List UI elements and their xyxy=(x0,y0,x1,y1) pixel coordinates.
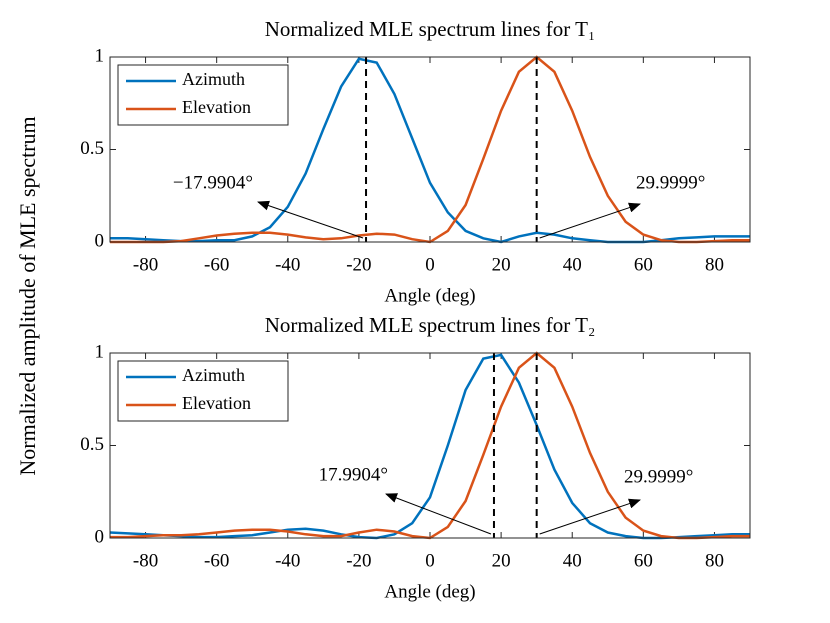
y-tick-label: 0 xyxy=(95,526,105,547)
x-tick-label: 20 xyxy=(492,254,511,275)
x-tick-label: 20 xyxy=(492,550,511,571)
x-tick-label: 80 xyxy=(705,254,724,275)
x-tick-label: 60 xyxy=(634,254,653,275)
x-tick-label: -20 xyxy=(346,254,371,275)
x-tick-label: 40 xyxy=(563,550,582,571)
x-tick-label: -20 xyxy=(346,550,371,571)
annotation: 17.9904° xyxy=(319,464,388,485)
x-tick-label: 40 xyxy=(563,254,582,275)
legend-label: Azimuth xyxy=(182,69,245,89)
annotation: 29.9999° xyxy=(636,172,705,193)
y-tick-label: 1 xyxy=(95,45,105,66)
x-tick-label: -40 xyxy=(275,254,300,275)
legend-label: Azimuth xyxy=(182,365,245,385)
x-axis-label: Angle (deg) xyxy=(384,285,475,306)
x-tick-label: -80 xyxy=(133,254,158,275)
annotation: −17.9904° xyxy=(173,172,253,193)
annotation: 29.9999° xyxy=(624,466,693,487)
x-tick-label: 80 xyxy=(705,550,724,571)
y-tick-label: 0 xyxy=(95,230,105,251)
y-tick-label: 0.5 xyxy=(80,434,104,455)
x-axis-label: Angle (deg) xyxy=(384,581,475,602)
annotation-arrow xyxy=(385,493,492,535)
x-tick-label: 60 xyxy=(634,550,653,571)
legend-box xyxy=(117,360,289,422)
annotation-arrow xyxy=(539,202,641,239)
x-tick-label: -40 xyxy=(275,550,300,571)
legend-label: Elevation xyxy=(182,97,251,117)
axes-box xyxy=(109,352,751,539)
annotation-arrow xyxy=(539,498,641,535)
x-tick-label: 0 xyxy=(425,254,435,275)
legend-box xyxy=(117,64,289,126)
axes-box xyxy=(109,56,751,243)
y-tick-label: 1 xyxy=(95,341,105,362)
x-tick-label: -60 xyxy=(204,254,229,275)
chart-title: Normalized MLE spectrum lines for T₁ xyxy=(265,17,596,41)
y-tick-label: 0.5 xyxy=(80,138,104,159)
legend-label: Elevation xyxy=(182,393,251,413)
x-tick-label: -60 xyxy=(204,550,229,571)
x-tick-label: -80 xyxy=(133,550,158,571)
legend: Azimuth Elevation xyxy=(117,64,289,126)
legend: Azimuth Elevation xyxy=(117,360,289,422)
y-axis-label: Normalized amplitude of MLE spectrum xyxy=(15,116,40,475)
x-tick-label: 0 xyxy=(425,550,435,571)
chart-title: Normalized MLE spectrum lines for T₂ xyxy=(265,313,596,337)
annotation-arrow xyxy=(257,200,364,239)
